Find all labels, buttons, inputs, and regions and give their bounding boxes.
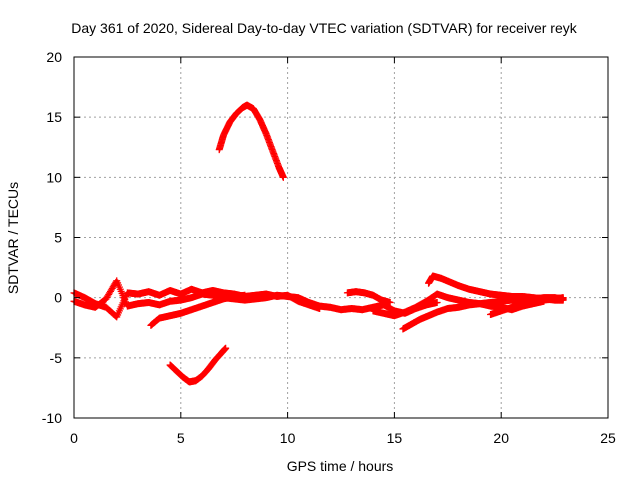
x-tick-label: 0: [70, 430, 78, 446]
y-tick-label: -10: [42, 410, 62, 426]
y-axis-label: SDTVAR / TECUs: [5, 182, 21, 294]
series-arc-low: [166, 344, 230, 386]
data-point: [559, 294, 567, 302]
x-tick-label: 10: [280, 430, 296, 446]
series-band-c: [147, 291, 249, 329]
x-tick-label: 15: [387, 430, 403, 446]
x-tick-label: 5: [177, 430, 185, 446]
y-tick-label: 0: [54, 290, 62, 306]
series-band-b: [70, 277, 292, 311]
series-band-e: [343, 288, 394, 306]
y-tick-label: 5: [54, 230, 62, 246]
series-arc-high: [215, 101, 287, 181]
y-tick-label: 20: [46, 49, 62, 65]
x-tick-label: 25: [600, 430, 616, 446]
y-axis-ticks: -10 -5 0 5 10 15 20: [42, 49, 62, 426]
y-tick-label: 15: [46, 109, 62, 125]
tick-marks: [73, 56, 609, 419]
y-tick-label: 10: [46, 169, 62, 185]
chart-title: Day 361 of 2020, Sidereal Day-to-day VTE…: [71, 20, 577, 36]
data-point: [241, 291, 249, 299]
data-points: [70, 101, 567, 386]
x-axis-ticks: 0 5 10 15 20 25: [70, 430, 616, 446]
series-band-i: [487, 294, 567, 319]
data-point: [386, 298, 394, 306]
data-point: [279, 173, 287, 181]
x-tick-label: 20: [493, 430, 509, 446]
y-tick-label: -5: [50, 350, 63, 366]
data-point: [433, 298, 441, 306]
data-point: [222, 344, 230, 352]
x-axis-label: GPS time / hours: [287, 458, 394, 474]
